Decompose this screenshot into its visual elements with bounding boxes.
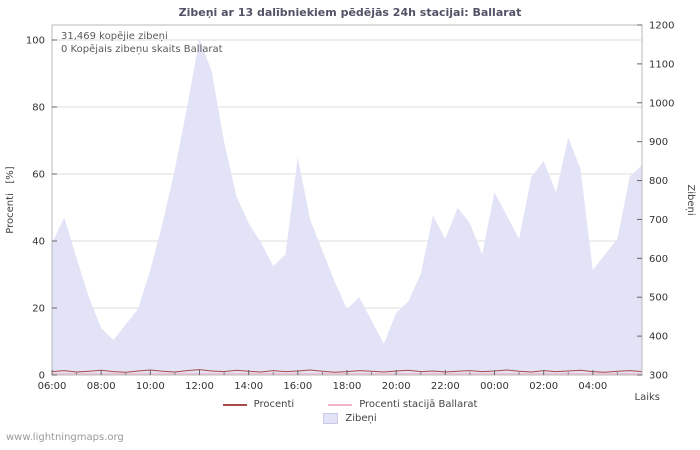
x-tick-label: 00:00 [480,381,509,392]
annotation-total-strikes: 31,469 kopējie zibeņi [61,31,168,42]
x-tick-label: 06:00 [38,381,67,392]
legend-row: Procenti Procenti stacijā Ballarat [222,399,477,410]
legend-label: Procenti [253,399,295,410]
legend-label: Zibeņi [345,413,377,424]
y-axis-label-right: Zibeņi [685,184,696,216]
right-tick-label: 800 [649,176,668,187]
left-tick-label: 100 [26,36,45,47]
legend-label: Procenti stacijā Ballarat [359,399,478,410]
x-tick-label: 02:00 [529,381,558,392]
right-tick-label: 900 [649,137,668,148]
x-tick-label: 12:00 [185,381,214,392]
right-tick-label: 300 [649,371,668,382]
x-tick-label: 10:00 [136,381,165,392]
legend-item-zibeni: Zibeņi [323,413,377,424]
zibeni-area-swatch [323,413,339,424]
left-tick-label: 20 [32,304,45,315]
procenti-stacija-line-swatch [328,403,353,406]
right-tick-label: 400 [649,332,668,343]
x-tick-label: 20:00 [382,381,411,392]
x-tick-label: 14:00 [234,381,263,392]
right-tick-label: 600 [649,254,668,265]
x-tick-label: 22:00 [431,381,460,392]
right-tick-label: 1200 [649,21,674,32]
left-tick-label: 40 [32,237,45,248]
left-tick-label: 80 [32,103,45,114]
legend-item-procenti-stacija: Procenti stacijā Ballarat [328,399,477,410]
right-tick-label: 1000 [649,98,674,109]
x-tick-label: 08:00 [87,381,116,392]
x-tick-label: 04:00 [578,381,607,392]
legend-item-procenti: Procenti [222,399,295,410]
y-axis-label-left: Procenti [%] [5,166,16,234]
right-tick-label: 1100 [649,59,674,70]
area-series-zibeni [52,38,642,375]
left-tick-label: 60 [32,170,45,181]
axis-ticks-and-labels: 0 20 40 60 80 100 300 400 500 600 700 800 900 1000 110… [26,21,675,393]
right-tick-label: 700 [649,215,668,226]
chart-title: Zibeņi ar 13 dalībniekiem pēdējās 24h st… [178,6,522,19]
x-tick-label: 16:00 [283,381,312,392]
right-tick-label: 500 [649,293,668,304]
watermark-lightningmaps: www.lightningmaps.org [6,432,124,443]
x-tick-label: 18:00 [333,381,362,392]
procenti-line-swatch [222,403,247,406]
annotation-station-strikes: 0 Kopējais zibeņu skaits Ballarat [61,44,223,55]
legend-row: Zibeņi [323,413,377,424]
x-axis-label: Laiks [634,392,660,403]
left-tick-label: 0 [39,371,45,382]
chart-legend: Procenti Procenti stacijā Ballarat Zibeņ… [0,399,700,424]
